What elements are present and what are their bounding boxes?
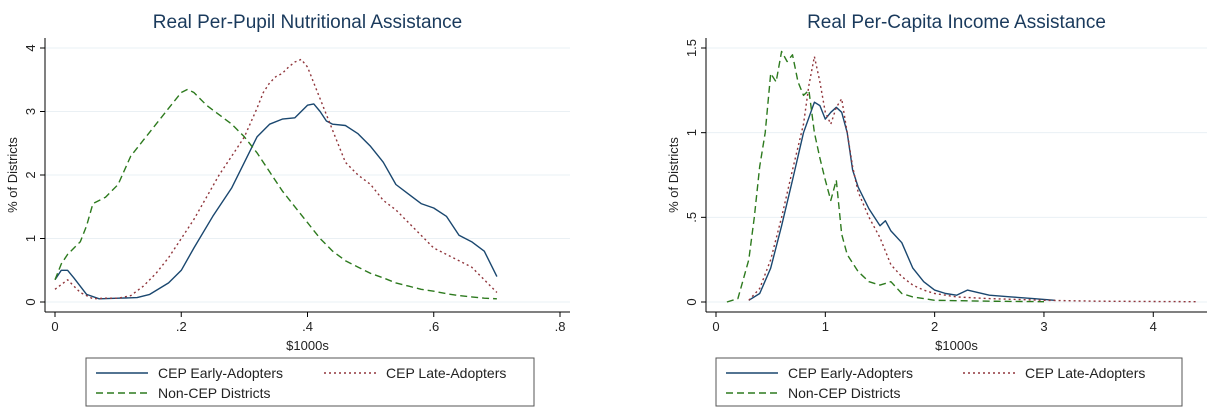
legend-entry: CEP Late-Adopters	[1025, 365, 1145, 381]
y-tick-label: 1.5	[684, 39, 699, 57]
legend-box	[85, 357, 535, 407]
x-tick-label: .2	[176, 319, 187, 334]
chart-title: Real Per-Pupil Nutritional Assistance	[153, 12, 462, 33]
x-tick-label: 4	[1150, 319, 1157, 334]
y-axis-label: % of Districts	[5, 137, 20, 213]
series-line-cep-late-adopters	[54, 58, 498, 300]
chart-title: Real Per-Capita Income Assistance	[807, 12, 1106, 33]
legend: CEP Early-Adopters CEP Late-Adopters Non-C…	[715, 357, 1183, 407]
legend-box	[715, 357, 1183, 407]
x-tick-label: .8	[555, 319, 566, 334]
legend-entry: CEP Early-Adopters	[788, 365, 913, 381]
series-line-cep-early-adopters	[748, 101, 1055, 301]
y-tick-label: 4	[23, 44, 38, 51]
legend-entry: Non-CEP Districts	[158, 385, 271, 401]
y-tick-label: .5	[684, 212, 699, 223]
x-tick-label: .6	[428, 319, 439, 334]
chart-panel-1: Real Per-Pupil Nutritional Assistance 0 1 2…	[5, 12, 570, 407]
x-tick-label: 1	[822, 319, 829, 334]
legend-entry: Non-CEP Districts	[788, 385, 901, 401]
series-line-cep-early-adopters	[54, 103, 498, 300]
x-tick-label: 0	[712, 319, 719, 334]
y-tick-label: 1	[23, 235, 38, 242]
x-tick-label: 2	[931, 319, 938, 334]
y-tick-label: 2	[23, 171, 38, 178]
chart-panel-2: Real Per-Capita Income Assistance 0 .5 1 1.5…	[666, 12, 1207, 407]
y-tick-label: 3	[23, 108, 38, 115]
legend-entry: CEP Late-Adopters	[386, 365, 506, 381]
legend: CEP Early-Adopters CEP Late-Adopters Non-C…	[85, 357, 535, 407]
series-line-non-cep-districts	[726, 50, 1045, 303]
y-tick-label: 1	[684, 129, 699, 136]
x-tick-label: 0	[51, 319, 58, 334]
x-tick-label: .4	[302, 319, 313, 334]
x-axis-label: $1000s	[935, 338, 978, 353]
y-axis-label: % of Districts	[666, 137, 681, 213]
x-tick-label: 3	[1040, 319, 1047, 334]
series-line-non-cep-districts	[54, 88, 497, 300]
y-tick-label: 0	[23, 298, 38, 305]
legend-entry: CEP Early-Adopters	[158, 365, 283, 381]
x-axis-label: $1000s	[286, 338, 329, 353]
series-line-cep-late-adopters	[748, 55, 1198, 303]
y-tick-label: 0	[684, 298, 699, 305]
